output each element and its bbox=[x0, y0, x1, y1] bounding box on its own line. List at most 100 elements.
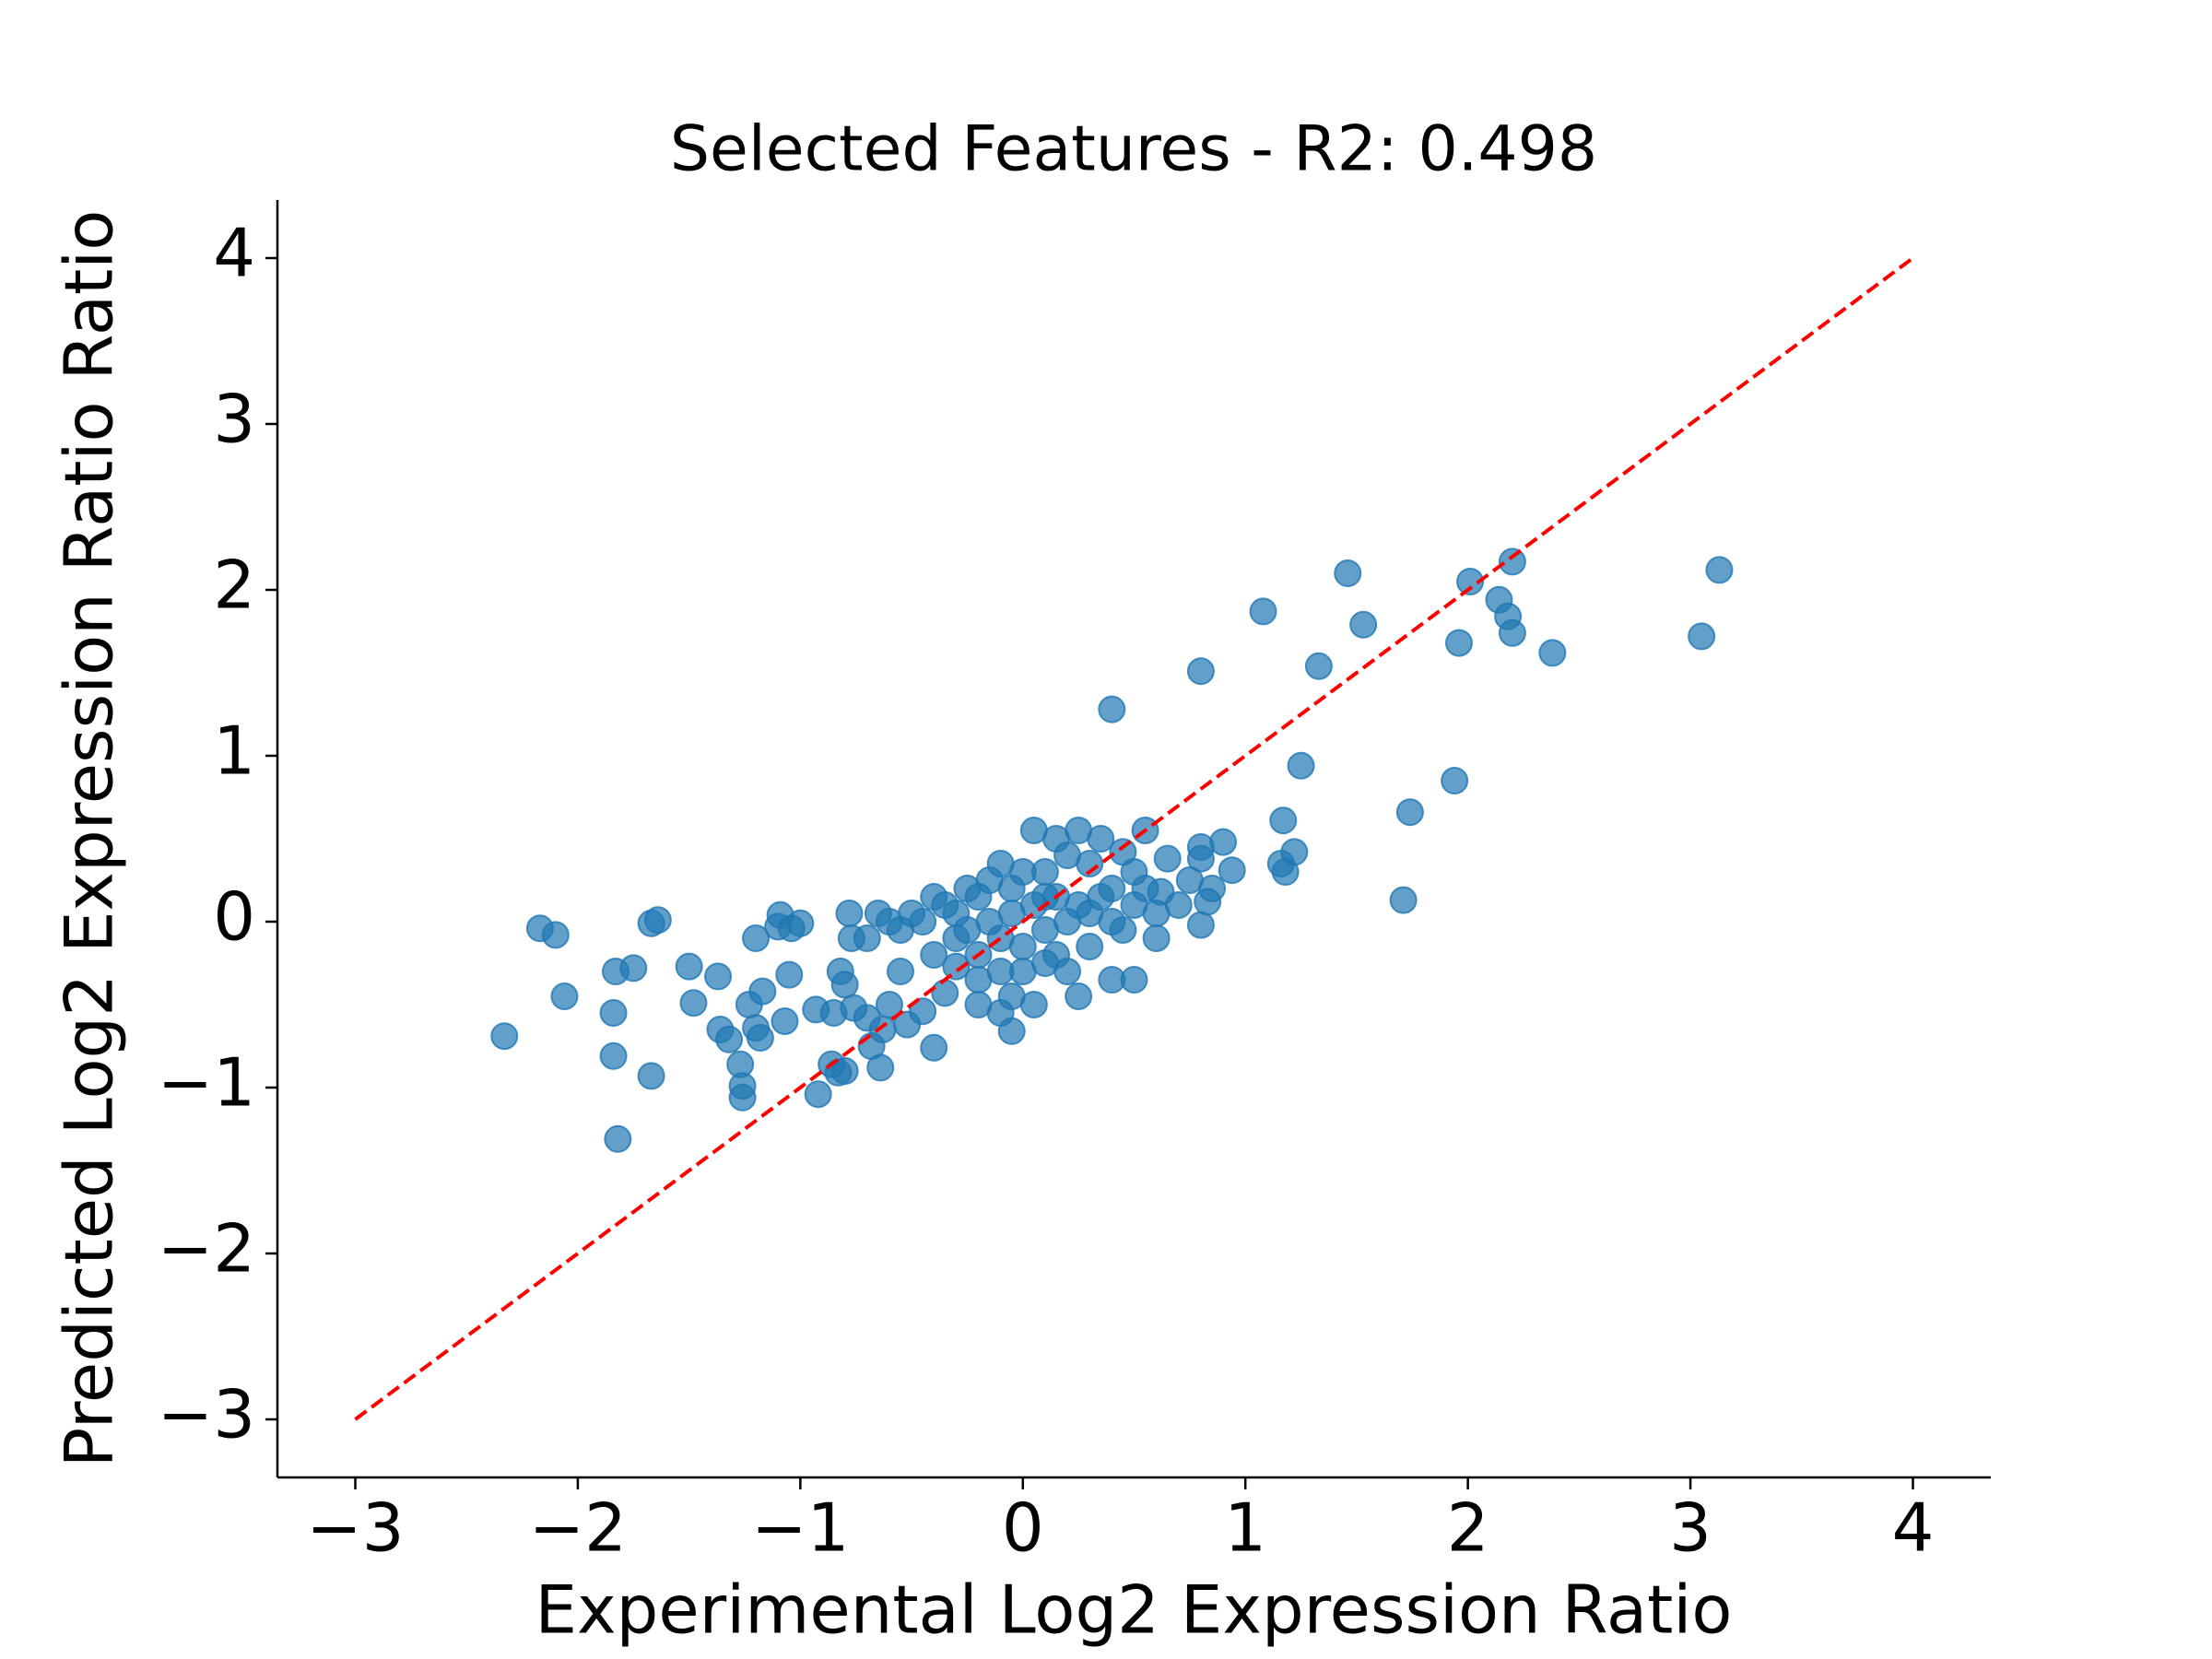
y-tick-label: −3 bbox=[158, 1376, 255, 1453]
y-tick-label: −2 bbox=[158, 1210, 255, 1288]
scatter-point bbox=[604, 1124, 632, 1153]
scatter-point bbox=[1538, 639, 1567, 667]
scatter-point bbox=[1087, 883, 1115, 911]
scatter-point bbox=[997, 1017, 1026, 1045]
scatter-point bbox=[728, 1083, 757, 1112]
scatter-point bbox=[1389, 886, 1418, 914]
scatter-point bbox=[490, 1022, 519, 1051]
scatter-point bbox=[920, 941, 948, 969]
scatter-point bbox=[742, 924, 771, 952]
scatter-point bbox=[835, 900, 864, 927]
scatter-point bbox=[868, 1016, 897, 1043]
scatter-point bbox=[942, 952, 971, 981]
y-tick-label: 1 bbox=[213, 712, 255, 790]
scatter-point bbox=[1175, 866, 1204, 894]
x-tick-label: −2 bbox=[529, 1489, 627, 1567]
scatter-point bbox=[748, 977, 777, 1006]
scatter-point bbox=[1269, 806, 1298, 835]
scatter-point bbox=[1142, 900, 1171, 927]
x-tick-label: 4 bbox=[1892, 1489, 1935, 1567]
scatter-point bbox=[909, 997, 937, 1026]
scatter-point bbox=[920, 883, 948, 911]
scatter-point bbox=[786, 909, 815, 937]
scatter-point bbox=[1249, 597, 1277, 626]
scatter-point bbox=[964, 966, 993, 994]
y-tick-label: 3 bbox=[213, 381, 255, 458]
scatter-point bbox=[1349, 610, 1378, 639]
scatter-point bbox=[1186, 911, 1215, 939]
scatter-point bbox=[1076, 933, 1104, 960]
scatter-point bbox=[599, 1041, 628, 1070]
scatter-point bbox=[541, 921, 570, 949]
y-axis-label: Predicted Log2 Expression Ratio Ratio bbox=[51, 210, 128, 1467]
x-tick-label: −3 bbox=[306, 1489, 404, 1567]
scatter-point bbox=[1042, 941, 1070, 969]
scatter-point bbox=[1287, 751, 1315, 780]
scatter-point bbox=[853, 924, 881, 952]
scatter-point bbox=[1334, 559, 1362, 587]
scatter-point bbox=[1395, 798, 1424, 827]
chart-title: Selected Features - R2: 0.498 bbox=[670, 113, 1597, 186]
scatter-point bbox=[1142, 924, 1171, 952]
scatter-point bbox=[599, 999, 628, 1027]
scatter-point bbox=[920, 1033, 948, 1062]
scatter-point bbox=[704, 962, 733, 991]
scatter-point bbox=[746, 1024, 774, 1052]
scatter-point bbox=[1194, 888, 1222, 916]
scatter-point bbox=[1444, 629, 1473, 657]
scatter-point bbox=[679, 989, 708, 1018]
scatter-point bbox=[1456, 568, 1485, 595]
scatter-point bbox=[1120, 966, 1148, 994]
reference-line bbox=[354, 256, 1914, 1421]
scatter-point bbox=[1008, 933, 1037, 960]
scatter-point bbox=[1441, 767, 1469, 794]
scatter-point bbox=[775, 960, 804, 989]
scatter-point bbox=[804, 1080, 832, 1109]
scatter-point bbox=[637, 1062, 665, 1090]
scatter-point bbox=[1153, 844, 1182, 873]
scatter-point bbox=[953, 875, 982, 902]
scatter-point bbox=[830, 1057, 859, 1085]
x-tick-label: 1 bbox=[1224, 1489, 1266, 1567]
scatter-point bbox=[1186, 657, 1215, 686]
scatter-point bbox=[771, 1007, 799, 1035]
scatter-point bbox=[1304, 652, 1333, 680]
x-axis-label: Experimental Log2 Expression Ratio bbox=[535, 1571, 1733, 1649]
x-tick-label: −1 bbox=[751, 1489, 849, 1567]
scatter-point bbox=[1065, 982, 1093, 1010]
y-tick-label: 4 bbox=[213, 215, 255, 292]
scatter-point bbox=[1109, 838, 1137, 866]
scatter-point bbox=[953, 916, 982, 944]
scatter-point bbox=[1098, 695, 1126, 724]
scatter-point bbox=[1186, 844, 1215, 873]
scatter-point bbox=[1498, 618, 1526, 647]
scatter-point bbox=[875, 991, 903, 1018]
x-tick-label: 0 bbox=[1002, 1489, 1044, 1567]
scatter-point bbox=[1109, 916, 1137, 944]
scatter-point bbox=[643, 906, 672, 935]
scatter-point bbox=[1209, 828, 1238, 856]
scatter-point bbox=[619, 954, 648, 982]
y-tick-label: 0 bbox=[213, 878, 255, 956]
scatter-point bbox=[1271, 858, 1300, 886]
scatter-point bbox=[887, 958, 914, 985]
scatter-point bbox=[1131, 875, 1159, 902]
scatter-point bbox=[931, 979, 959, 1007]
scatter-point bbox=[1218, 856, 1246, 885]
scatter-point bbox=[866, 1053, 895, 1082]
x-tick-label: 3 bbox=[1669, 1489, 1712, 1567]
scatter-point bbox=[864, 900, 892, 927]
y-tick-label: −1 bbox=[158, 1044, 255, 1122]
scatter-point bbox=[1498, 547, 1526, 576]
scatter-point bbox=[1019, 817, 1048, 844]
scatter-point bbox=[715, 1025, 744, 1053]
y-tick-label: 2 bbox=[213, 547, 255, 624]
scatter-point bbox=[675, 952, 703, 981]
scatter-point bbox=[997, 982, 1026, 1010]
scatter-point bbox=[550, 982, 579, 1010]
scatter-point bbox=[1688, 622, 1716, 651]
x-tick-label: 2 bbox=[1447, 1489, 1489, 1567]
scatter-point bbox=[830, 971, 859, 999]
scatter-point bbox=[1705, 556, 1734, 584]
